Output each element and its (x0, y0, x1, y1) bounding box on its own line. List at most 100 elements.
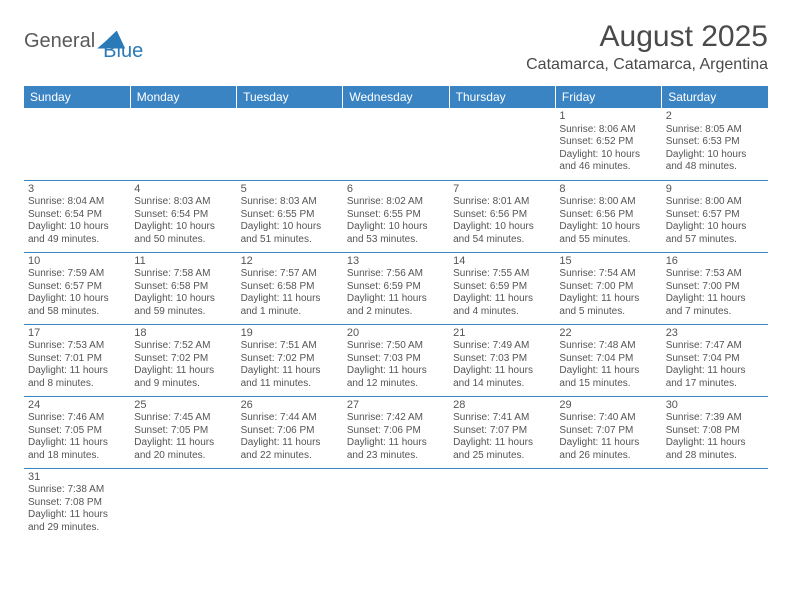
week-row: 10Sunrise: 7:59 AMSunset: 6:57 PMDayligh… (24, 252, 768, 324)
day-cell (237, 468, 343, 540)
day-number: 7 (453, 183, 551, 197)
daylight-text: Daylight: 11 hours and 29 minutes. (28, 509, 126, 534)
sunset-text: Sunset: 7:06 PM (241, 425, 339, 438)
sunrise-text: Sunrise: 8:04 AM (28, 196, 126, 209)
sunset-text: Sunset: 7:01 PM (28, 353, 126, 366)
day-number: 19 (241, 327, 339, 341)
day-number: 3 (28, 183, 126, 197)
sunset-text: Sunset: 7:08 PM (28, 497, 126, 510)
daylight-text: Daylight: 10 hours and 57 minutes. (666, 221, 764, 246)
sunset-text: Sunset: 6:57 PM (28, 281, 126, 294)
day-cell: 4Sunrise: 8:03 AMSunset: 6:54 PMDaylight… (130, 180, 236, 252)
sunrise-text: Sunrise: 8:06 AM (559, 124, 657, 137)
daylight-text: Daylight: 10 hours and 54 minutes. (453, 221, 551, 246)
day-number: 30 (666, 399, 764, 413)
day-cell: 20Sunrise: 7:50 AMSunset: 7:03 PMDayligh… (343, 324, 449, 396)
sunset-text: Sunset: 6:53 PM (666, 136, 764, 149)
daylight-text: Daylight: 10 hours and 50 minutes. (134, 221, 232, 246)
day-number: 28 (453, 399, 551, 413)
week-row: 17Sunrise: 7:53 AMSunset: 7:01 PMDayligh… (24, 324, 768, 396)
day-cell: 7Sunrise: 8:01 AMSunset: 6:56 PMDaylight… (449, 180, 555, 252)
day-cell: 29Sunrise: 7:40 AMSunset: 7:07 PMDayligh… (555, 396, 661, 468)
sunrise-text: Sunrise: 8:02 AM (347, 196, 445, 209)
daylight-text: Daylight: 11 hours and 9 minutes. (134, 365, 232, 390)
sunset-text: Sunset: 7:02 PM (134, 353, 232, 366)
week-row: 3Sunrise: 8:04 AMSunset: 6:54 PMDaylight… (24, 180, 768, 252)
sunset-text: Sunset: 6:58 PM (134, 281, 232, 294)
sunrise-text: Sunrise: 7:56 AM (347, 268, 445, 281)
day-number: 29 (559, 399, 657, 413)
day-header: Monday (130, 86, 236, 108)
day-cell: 27Sunrise: 7:42 AMSunset: 7:06 PMDayligh… (343, 396, 449, 468)
day-cell (237, 108, 343, 180)
sunrise-text: Sunrise: 7:42 AM (347, 412, 445, 425)
daylight-text: Daylight: 11 hours and 7 minutes. (666, 293, 764, 318)
daylight-text: Daylight: 11 hours and 26 minutes. (559, 437, 657, 462)
sunrise-text: Sunrise: 7:46 AM (28, 412, 126, 425)
day-cell: 6Sunrise: 8:02 AMSunset: 6:55 PMDaylight… (343, 180, 449, 252)
daylight-text: Daylight: 10 hours and 51 minutes. (241, 221, 339, 246)
sunset-text: Sunset: 6:55 PM (347, 209, 445, 222)
sunset-text: Sunset: 6:59 PM (453, 281, 551, 294)
sunrise-text: Sunrise: 8:03 AM (134, 196, 232, 209)
day-header: Wednesday (343, 86, 449, 108)
day-number: 17 (28, 327, 126, 341)
day-cell (130, 108, 236, 180)
sunrise-text: Sunrise: 7:45 AM (134, 412, 232, 425)
sunset-text: Sunset: 6:55 PM (241, 209, 339, 222)
day-cell: 26Sunrise: 7:44 AMSunset: 7:06 PMDayligh… (237, 396, 343, 468)
day-cell (24, 108, 130, 180)
sunrise-text: Sunrise: 7:58 AM (134, 268, 232, 281)
sunset-text: Sunset: 7:00 PM (559, 281, 657, 294)
sunrise-text: Sunrise: 8:00 AM (666, 196, 764, 209)
day-number: 25 (134, 399, 232, 413)
day-number: 27 (347, 399, 445, 413)
day-cell: 11Sunrise: 7:58 AMSunset: 6:58 PMDayligh… (130, 252, 236, 324)
day-number: 9 (666, 183, 764, 197)
day-header: Thursday (449, 86, 555, 108)
logo: General Blue (24, 20, 143, 63)
day-number: 26 (241, 399, 339, 413)
sunset-text: Sunset: 6:52 PM (559, 136, 657, 149)
day-number: 4 (134, 183, 232, 197)
sunrise-text: Sunrise: 8:05 AM (666, 124, 764, 137)
sunset-text: Sunset: 7:03 PM (453, 353, 551, 366)
day-number: 11 (134, 255, 232, 269)
daylight-text: Daylight: 10 hours and 53 minutes. (347, 221, 445, 246)
day-cell: 22Sunrise: 7:48 AMSunset: 7:04 PMDayligh… (555, 324, 661, 396)
sunset-text: Sunset: 7:05 PM (134, 425, 232, 438)
daylight-text: Daylight: 11 hours and 23 minutes. (347, 437, 445, 462)
daylight-text: Daylight: 11 hours and 25 minutes. (453, 437, 551, 462)
daylight-text: Daylight: 11 hours and 5 minutes. (559, 293, 657, 318)
sunrise-text: Sunrise: 7:50 AM (347, 340, 445, 353)
day-cell: 28Sunrise: 7:41 AMSunset: 7:07 PMDayligh… (449, 396, 555, 468)
day-number: 6 (347, 183, 445, 197)
day-cell: 9Sunrise: 8:00 AMSunset: 6:57 PMDaylight… (662, 180, 768, 252)
sunset-text: Sunset: 7:00 PM (666, 281, 764, 294)
day-number: 15 (559, 255, 657, 269)
day-header: Saturday (662, 86, 768, 108)
sunrise-text: Sunrise: 7:38 AM (28, 484, 126, 497)
day-number: 23 (666, 327, 764, 341)
day-cell: 23Sunrise: 7:47 AMSunset: 7:04 PMDayligh… (662, 324, 768, 396)
day-cell: 5Sunrise: 8:03 AMSunset: 6:55 PMDaylight… (237, 180, 343, 252)
day-cell: 31Sunrise: 7:38 AMSunset: 7:08 PMDayligh… (24, 468, 130, 540)
day-number: 1 (559, 110, 657, 124)
day-number: 31 (28, 471, 126, 485)
sunset-text: Sunset: 7:05 PM (28, 425, 126, 438)
sunrise-text: Sunrise: 7:48 AM (559, 340, 657, 353)
week-row: 24Sunrise: 7:46 AMSunset: 7:05 PMDayligh… (24, 396, 768, 468)
daylight-text: Daylight: 11 hours and 28 minutes. (666, 437, 764, 462)
day-cell: 10Sunrise: 7:59 AMSunset: 6:57 PMDayligh… (24, 252, 130, 324)
sunrise-text: Sunrise: 7:54 AM (559, 268, 657, 281)
day-number: 16 (666, 255, 764, 269)
daylight-text: Daylight: 11 hours and 22 minutes. (241, 437, 339, 462)
day-cell: 13Sunrise: 7:56 AMSunset: 6:59 PMDayligh… (343, 252, 449, 324)
sunset-text: Sunset: 7:06 PM (347, 425, 445, 438)
sunset-text: Sunset: 6:57 PM (666, 209, 764, 222)
sunrise-text: Sunrise: 7:47 AM (666, 340, 764, 353)
sunrise-text: Sunrise: 7:40 AM (559, 412, 657, 425)
logo-text-general: General (24, 30, 95, 53)
daylight-text: Daylight: 11 hours and 1 minute. (241, 293, 339, 318)
day-cell: 25Sunrise: 7:45 AMSunset: 7:05 PMDayligh… (130, 396, 236, 468)
